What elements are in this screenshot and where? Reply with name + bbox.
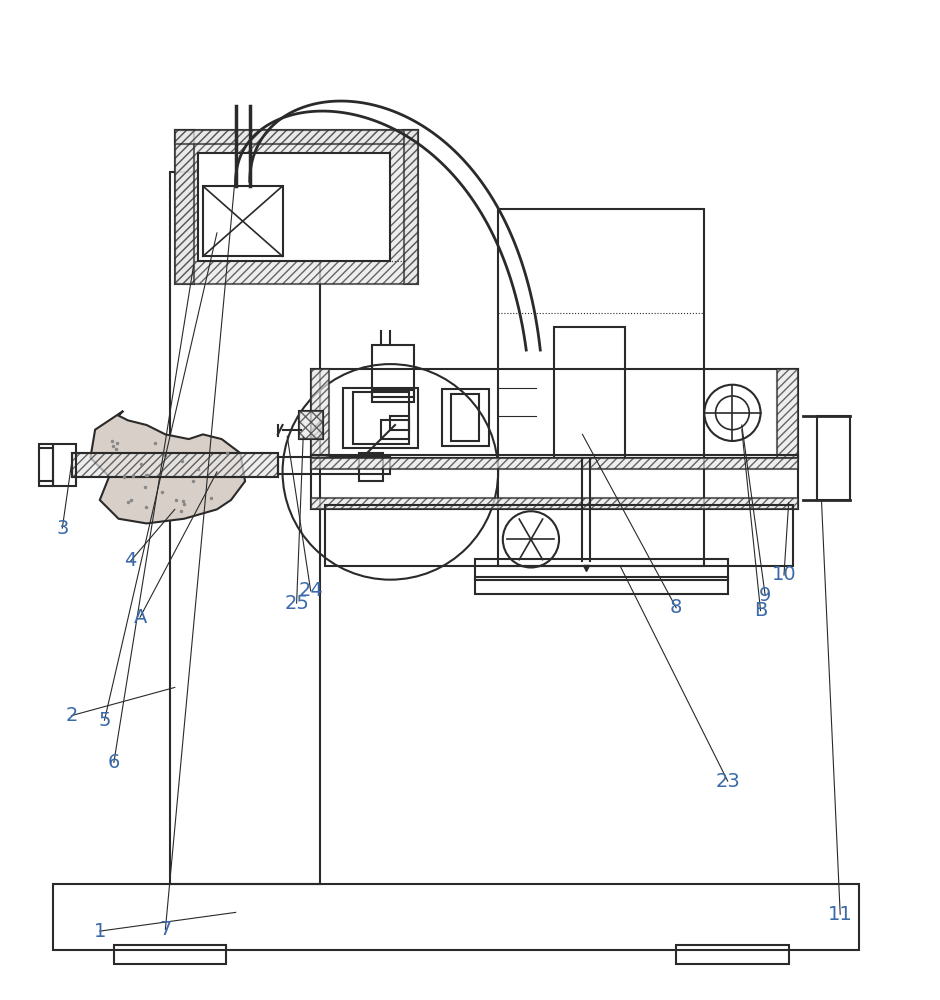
- Text: 24: 24: [298, 581, 323, 600]
- Bar: [390, 416, 409, 430]
- Bar: [198, 153, 390, 261]
- Bar: [175, 130, 418, 284]
- Bar: [324, 505, 793, 566]
- Bar: [71, 453, 278, 477]
- Bar: [300, 411, 322, 439]
- Bar: [203, 186, 283, 256]
- Text: 2: 2: [66, 706, 78, 725]
- Text: B: B: [754, 601, 767, 620]
- Text: 6: 6: [108, 753, 120, 772]
- Bar: [371, 390, 414, 402]
- Bar: [676, 945, 789, 964]
- Bar: [300, 411, 322, 439]
- Bar: [352, 392, 409, 444]
- Bar: [170, 172, 320, 884]
- Bar: [311, 369, 798, 458]
- Bar: [359, 453, 383, 481]
- Text: 25: 25: [284, 594, 309, 613]
- Text: 4: 4: [124, 551, 137, 570]
- Bar: [311, 455, 798, 509]
- Bar: [53, 444, 76, 486]
- Polygon shape: [90, 411, 245, 523]
- Bar: [343, 388, 418, 448]
- Text: 3: 3: [56, 519, 69, 538]
- Text: 9: 9: [759, 586, 772, 605]
- Bar: [381, 420, 409, 439]
- Bar: [39, 444, 53, 486]
- Text: 23: 23: [715, 772, 740, 791]
- Bar: [777, 369, 798, 458]
- Text: 1: 1: [94, 922, 106, 941]
- Text: 5: 5: [99, 711, 111, 730]
- Bar: [475, 577, 728, 594]
- Bar: [371, 345, 414, 397]
- Bar: [311, 498, 798, 509]
- Text: 10: 10: [772, 565, 796, 584]
- Bar: [442, 389, 489, 446]
- Bar: [498, 209, 704, 566]
- Bar: [817, 416, 850, 500]
- Bar: [475, 559, 728, 580]
- Bar: [175, 130, 194, 284]
- Bar: [278, 457, 390, 474]
- Bar: [53, 884, 859, 950]
- Text: 8: 8: [670, 598, 682, 617]
- Bar: [198, 153, 390, 261]
- Text: 11: 11: [828, 905, 853, 924]
- Bar: [451, 394, 479, 441]
- Bar: [175, 130, 418, 144]
- Bar: [114, 945, 227, 964]
- Bar: [404, 130, 418, 284]
- Bar: [311, 458, 798, 469]
- Text: A: A: [133, 608, 147, 627]
- Bar: [71, 453, 278, 477]
- Bar: [555, 327, 625, 458]
- Text: 7: 7: [159, 920, 172, 939]
- Bar: [311, 369, 329, 458]
